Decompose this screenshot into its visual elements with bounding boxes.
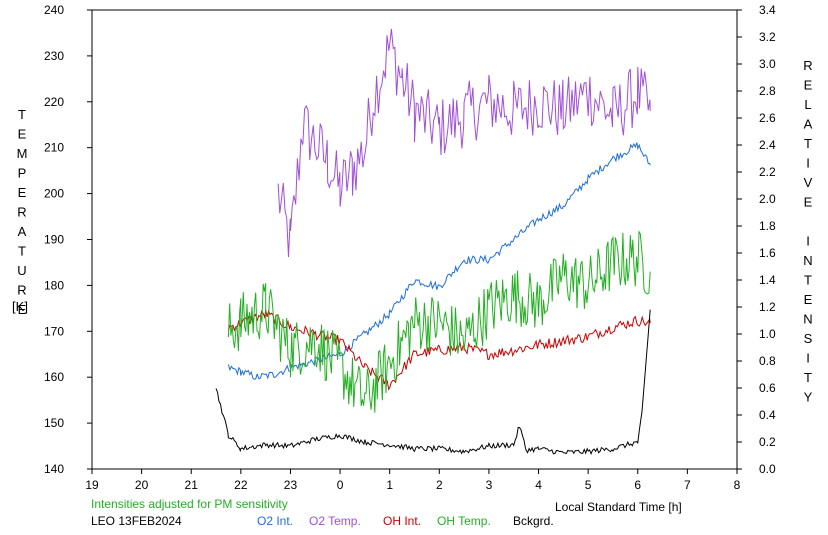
axes-layer: 19 20 21 22 23 0 1 2 3 4 5 6 7 8140150160170180190200… [44, 3, 776, 492]
y-right-tick-label: 3.2 [759, 30, 776, 44]
x-tick-label: 20 [135, 478, 149, 492]
right-axis-letter: T [804, 136, 812, 151]
legend-entry-bckgrd-: Bckgrd. [513, 514, 554, 528]
right-axis-letter: T [804, 370, 812, 385]
right-axis-letter: I [806, 351, 810, 366]
x-tick-label: 6 [634, 478, 641, 492]
y-right-tick-label: 1.4 [759, 273, 776, 287]
y-right-tick-label: 2.6 [759, 111, 776, 125]
left-axis-letter: R [17, 205, 26, 220]
y-left-tick-label: 240 [44, 3, 64, 17]
y-right-tick-label: 2.2 [759, 165, 776, 179]
y-left-tick-label: 230 [44, 49, 64, 63]
x-tick-label: 22 [234, 478, 248, 492]
right-axis-letter: V [804, 175, 813, 190]
y-right-tick-label: 1.8 [759, 219, 776, 233]
x-tick-label: 7 [684, 478, 691, 492]
y-right-tick-label: 0.4 [759, 408, 776, 422]
right-axis-letter: T [804, 273, 812, 288]
x-tick-label: 4 [535, 478, 542, 492]
y-right-tick-label: 2.4 [759, 138, 776, 152]
y-left-tick-label: 180 [44, 278, 64, 292]
left-axis-letter: M [17, 146, 28, 161]
x-tick-label: 23 [284, 478, 298, 492]
y-right-tick-label: 0.8 [759, 354, 776, 368]
legend: Local Standard Time [h] Intensities adjus… [91, 497, 682, 528]
left-axis-letter: E [18, 302, 27, 317]
x-tick-label: 21 [185, 478, 199, 492]
y-left-tick-label: 190 [44, 233, 64, 247]
right-axis-letter: R [803, 58, 812, 73]
right-axis-letter: N [803, 253, 812, 268]
y-right-tick-label: 3.0 [759, 57, 776, 71]
left-axis-letter: A [18, 224, 27, 239]
x-tick-label: 5 [585, 478, 592, 492]
right-axis-letter: E [804, 78, 813, 93]
left-axis-letter: P [18, 166, 27, 181]
y-left-tick-label: 200 [44, 187, 64, 201]
x-tick-label: 8 [734, 478, 741, 492]
y-right-tick-label: 2.0 [759, 192, 776, 206]
plot-frame [91, 9, 738, 470]
y-left-tick-label: 220 [44, 95, 64, 109]
right-axis-letter: E [804, 195, 813, 210]
legend-entry-oh-int-: OH Int. [383, 514, 421, 528]
right-axis-letter: I [806, 156, 810, 171]
y-left-tick-label: 170 [44, 324, 64, 338]
left-axis-letter: E [18, 185, 27, 200]
left-axis-letter: R [17, 283, 26, 298]
left-axis-letter: U [17, 263, 26, 278]
left-axis-unit: [K] [12, 299, 28, 314]
series-line-o2-int- [227, 142, 651, 380]
right-axis-letter: L [804, 97, 811, 112]
y-right-tick-label: 0.0 [759, 462, 776, 476]
y-right-tick-label: 1.2 [759, 300, 776, 314]
series-layer [215, 28, 651, 455]
y-right-tick-label: 2.8 [759, 84, 776, 98]
right-axis-letter: A [804, 117, 813, 132]
y-left-tick-label: 140 [44, 462, 64, 476]
station-date-label: LEO 13FEB2024 [91, 514, 182, 528]
series-line-oh-int- [227, 309, 651, 391]
y-left-tick-label: 150 [44, 416, 64, 430]
pm-sensitivity-note: Intensities adjusted for PM sensitivity [91, 497, 288, 511]
x-tick-label: 0 [337, 478, 344, 492]
plot-area-border [91, 9, 738, 470]
series-line-bckgrd- [215, 309, 651, 455]
y-left-tick-label: 160 [44, 370, 64, 384]
right-axis-letter: N [803, 312, 812, 327]
x-axis-title: Local Standard Time [h] [555, 500, 682, 514]
y-right-tick-label: 3.4 [759, 3, 776, 17]
y-right-tick-label: 1.6 [759, 246, 776, 260]
right-axis-letter: I [806, 234, 810, 249]
right-axis-letter: Y [804, 390, 813, 405]
legend-entry-oh-temp-: OH Temp. [437, 514, 491, 528]
y-right-tick-label: 1.0 [759, 327, 776, 341]
x-tick-label: 3 [486, 478, 493, 492]
legend-entry-o2-temp-: O2 Temp. [309, 514, 361, 528]
y-left-tick-label: 210 [44, 141, 64, 155]
right-axis-letter: S [804, 331, 813, 346]
y-right-tick-label: 0.6 [759, 381, 776, 395]
y-right-tick-label: 0.2 [759, 435, 776, 449]
left-axis-letter: T [18, 107, 26, 122]
series-line-oh-temp- [227, 230, 651, 413]
left-axis-letter: T [18, 244, 26, 259]
x-tick-label: 2 [436, 478, 443, 492]
x-tick-label: 1 [386, 478, 393, 492]
left-axis-letter: E [18, 127, 27, 142]
legend-entry-o2-int-: O2 Int. [257, 514, 293, 528]
series-line-o2-temp- [277, 28, 651, 258]
right-axis-letter: E [804, 292, 813, 307]
x-tick-label: 19 [85, 478, 99, 492]
